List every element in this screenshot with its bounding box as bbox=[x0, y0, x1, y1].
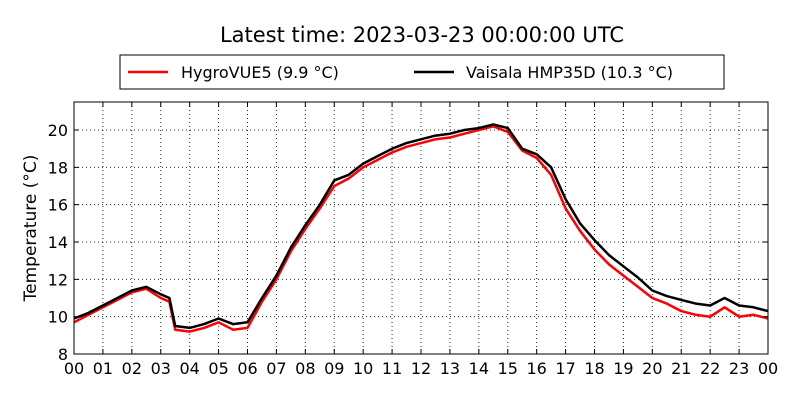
x-tick-label: 21 bbox=[671, 359, 691, 378]
x-tick-label: 13 bbox=[440, 359, 460, 378]
x-tick-label: 08 bbox=[295, 359, 315, 378]
legend-label-hygrovue5: HygroVUE5 (9.9 °C) bbox=[181, 63, 339, 82]
x-tick-label: 01 bbox=[93, 359, 113, 378]
x-tick-label: 18 bbox=[584, 359, 604, 378]
x-tick-label: 07 bbox=[266, 359, 286, 378]
x-tick-label: 02 bbox=[122, 359, 142, 378]
x-tick-label: 22 bbox=[700, 359, 720, 378]
x-tick-label: 10 bbox=[353, 359, 373, 378]
x-tick-label: 15 bbox=[498, 359, 518, 378]
y-tick-label: 14 bbox=[48, 233, 68, 252]
y-tick-label: 8 bbox=[58, 345, 68, 364]
legend: HygroVUE5 (9.9 °C) Vaisala HMP35D (10.3 … bbox=[119, 54, 725, 90]
x-tick-label: 19 bbox=[613, 359, 633, 378]
chart-title: Latest time: 2023-03-23 00:00:00 UTC bbox=[220, 23, 624, 47]
y-tick-label: 16 bbox=[48, 196, 68, 215]
x-tick-label: 03 bbox=[151, 359, 171, 378]
x-tick-label: 20 bbox=[642, 359, 662, 378]
y-tick-label: 20 bbox=[48, 121, 68, 140]
y-tick-label: 18 bbox=[48, 158, 68, 177]
x-tick-label: 04 bbox=[179, 359, 199, 378]
x-tick-label: 14 bbox=[469, 359, 489, 378]
ticks: 00 01 02 03 04 05 06 07 08 09 10 11 12 13 14 15 16 17 18 19… bbox=[48, 102, 778, 378]
x-tick-label: 23 bbox=[729, 359, 749, 378]
series-line-vaisala bbox=[73, 123, 769, 330]
series-lines bbox=[73, 123, 769, 333]
y-tick-label: 10 bbox=[48, 308, 68, 327]
y-axis-label: Temperature (°C) bbox=[21, 155, 41, 303]
x-tick-label: 09 bbox=[324, 359, 344, 378]
series-line-hygrovue5 bbox=[73, 125, 769, 333]
x-tick-label: 06 bbox=[237, 359, 257, 378]
x-tick-label: 17 bbox=[555, 359, 575, 378]
x-tick-label: 05 bbox=[208, 359, 228, 378]
x-tick-label: 00 bbox=[64, 359, 84, 378]
x-tick-label: 12 bbox=[411, 359, 431, 378]
x-tick-label: 11 bbox=[382, 359, 402, 378]
x-tick-label: 00 bbox=[758, 359, 778, 378]
x-tick-label: 16 bbox=[526, 359, 546, 378]
y-tick-label: 12 bbox=[48, 270, 68, 289]
legend-label-vaisala: Vaisala HMP35D (10.3 °C) bbox=[466, 63, 673, 82]
